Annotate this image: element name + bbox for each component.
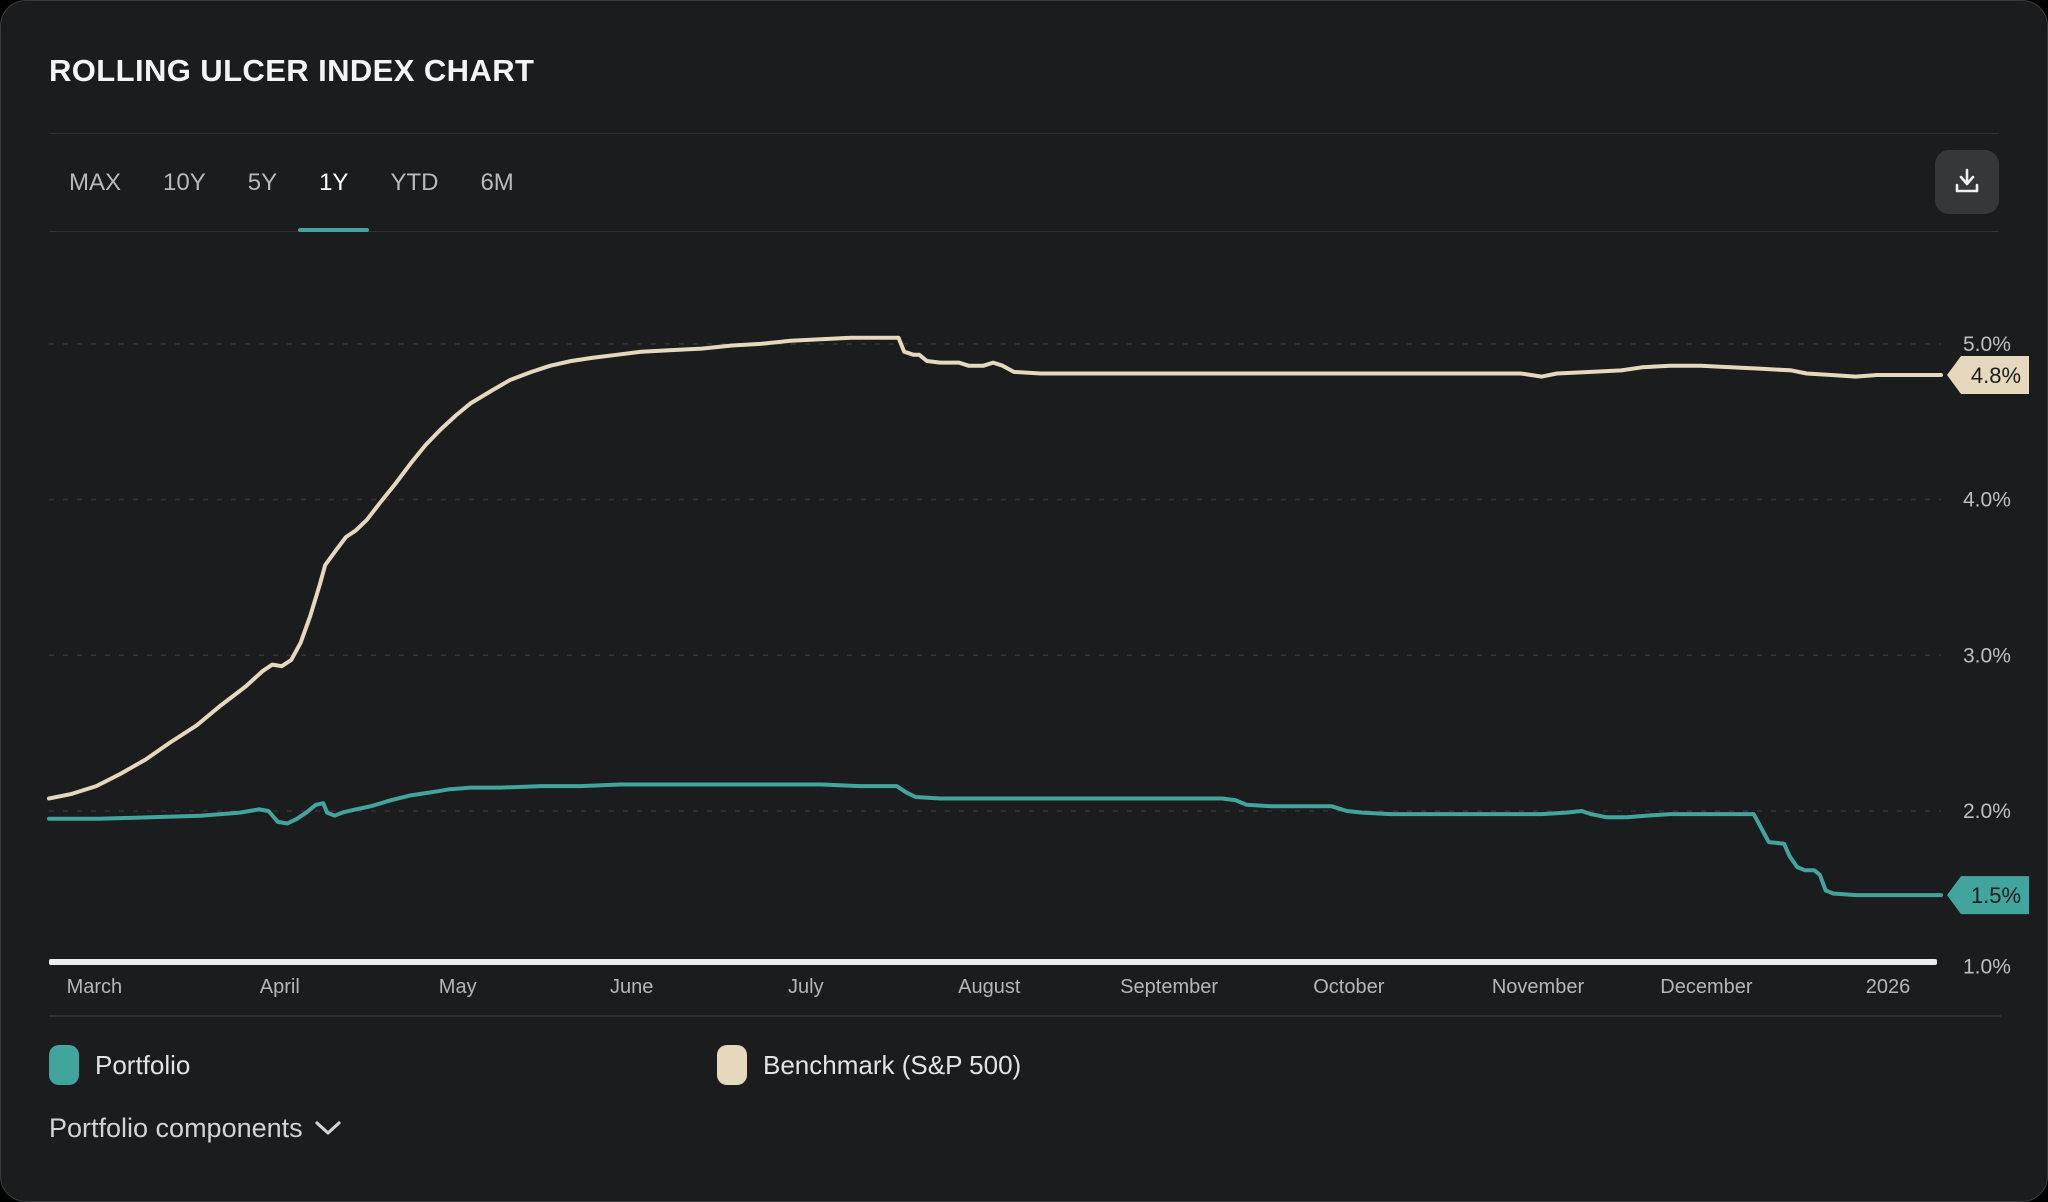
benchmark-swatch-icon [717,1045,747,1085]
legend-label: Portfolio [95,1049,191,1080]
download-icon [1951,164,1983,201]
x-tick-label: November [1492,976,1585,998]
bottom-divider [49,1015,2001,1017]
x-axis-line [49,959,1937,965]
tab-6m[interactable]: 6M [480,168,514,196]
portfolio-components-label: Portfolio components [49,1113,303,1143]
series-line-portfolio [47,782,1943,898]
tab-10y[interactable]: 10Y [163,168,206,196]
range-tab-bar: MAX 10Y 5Y 1Y YTD 6M [49,133,1999,232]
x-tick-label: August [958,976,1021,998]
y-tick-label: 1.0% [1963,956,2011,979]
x-tick-label: December [1660,976,1753,998]
end-badge-label-portfolio: 1.5% [1971,883,2021,908]
portfolio-swatch-icon [49,1045,79,1085]
x-tick-label: October [1313,976,1384,998]
y-tick-label: 3.0% [1963,644,2011,667]
ulcer-chart: 5.0% 4.0% 3.0% 2.0% 1.0% March April May June Jul… [47,333,2029,1017]
y-tick-label: 4.0% [1963,489,2011,512]
tab-bar: MAX 10Y 5Y 1Y YTD 6M [49,134,1999,232]
chart-area: 5.0% 4.0% 3.0% 2.0% 1.0% March April May June Jul… [1,231,2047,1021]
legend: Portfolio Benchmark (S&P 500) [49,1045,1999,1091]
x-tick-label: May [439,976,477,998]
x-tick-label: June [610,976,653,998]
x-tick-label: 2026 [1866,976,1911,998]
portfolio-components-toggle[interactable]: Portfolio components [49,1113,341,1144]
legend-item-portfolio[interactable]: Portfolio [49,1045,190,1085]
legend-item-benchmark[interactable]: Benchmark (S&P 500) [717,1045,1021,1085]
page-title: ROLLING ULCER INDEX CHART [49,53,535,88]
tab-max[interactable]: MAX [69,168,122,196]
end-badge-portfolio [1947,876,2029,915]
end-badge-label-benchmark: 4.8% [1971,363,2021,388]
tab-ytd[interactable]: YTD [390,168,439,196]
series-line-benchmark [47,335,1943,801]
legend-label: Benchmark (S&P 500) [763,1049,1022,1080]
y-tick-label: 5.0% [1963,333,2011,356]
download-button[interactable] [1935,150,1999,214]
x-tick-label: July [788,976,824,998]
y-tick-label: 2.0% [1963,800,2011,823]
tab-5y[interactable]: 5Y [247,168,278,196]
x-tick-label: March [67,976,123,998]
chevron-down-icon [315,1113,341,1144]
end-badge-benchmark [1947,356,2029,394]
tab-1y[interactable]: 1Y [298,134,370,232]
x-tick-label: April [260,976,300,998]
x-tick-label: September [1120,976,1218,998]
